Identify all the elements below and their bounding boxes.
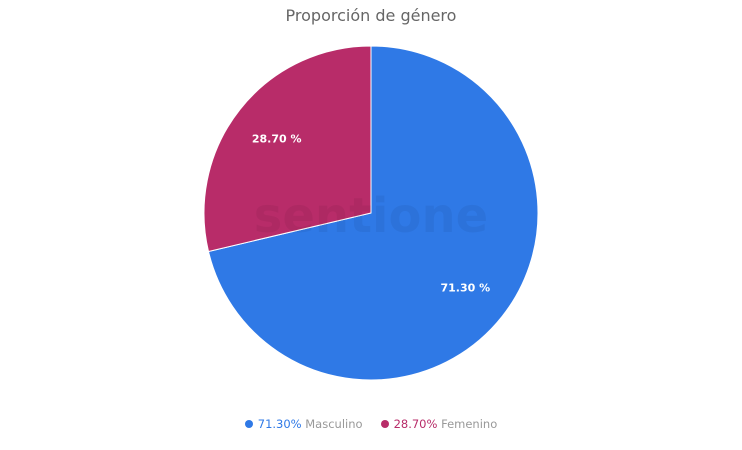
- data-label-masculino: 71.30 %: [440, 282, 490, 295]
- legend-label: Femenino: [437, 417, 498, 431]
- legend-marker: [380, 420, 389, 428]
- chart-title: Proporción de género: [285, 6, 457, 25]
- pie-slice-masculino[interactable]: [207, 45, 539, 381]
- legend: 71.30% Masculino 28.70% Femenino: [0, 417, 742, 431]
- data-label-femenino: 28.70 %: [252, 132, 302, 145]
- legend-marker: [244, 420, 253, 428]
- legend-item-masculino[interactable]: 71.30% Masculino: [244, 417, 363, 431]
- legend-value: 28.70%: [393, 417, 438, 431]
- legend-value: 71.30%: [257, 417, 302, 431]
- legend-label: Masculino: [301, 417, 363, 431]
- watermark-logo: sentione: [254, 188, 488, 244]
- pie-slice-femenino[interactable]: [203, 45, 372, 253]
- legend-item-femenino[interactable]: 28.70% Femenino: [380, 417, 498, 431]
